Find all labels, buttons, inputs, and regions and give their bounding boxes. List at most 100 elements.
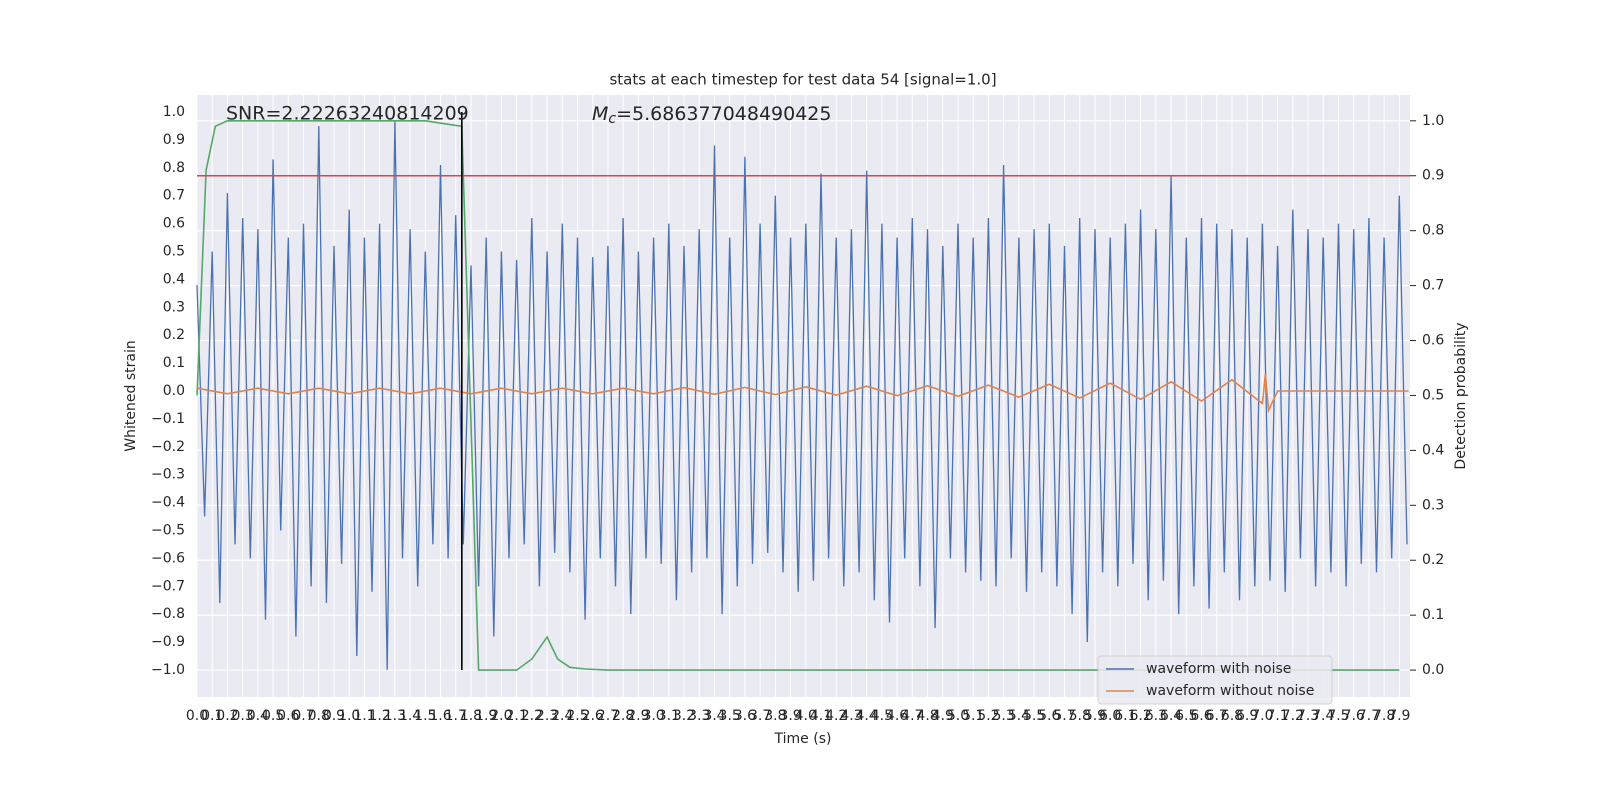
y2-tick-label: 0.4: [1422, 442, 1444, 458]
x-tick-label: 4.2: [825, 708, 847, 724]
x-tick-label: 5.2: [977, 708, 999, 724]
x-tick-label: 2.1: [505, 708, 527, 724]
x-tick-label: 4.7: [901, 708, 923, 724]
x-tick-label: 4.6: [886, 708, 908, 724]
x-tick-label: 3.6: [734, 708, 756, 724]
x-tick-label: 0.2: [216, 708, 238, 724]
x-tick-label: 0.4: [247, 708, 269, 724]
x-tick-label: 4.4: [856, 708, 878, 724]
x-tick-label: 3.9: [779, 708, 801, 724]
x-tick-label: 2.3: [536, 708, 558, 724]
x-tick-label: 2.8: [612, 708, 634, 724]
x-tick-label: 0.6: [277, 708, 299, 724]
y2-tick-label: 0.2: [1422, 552, 1444, 568]
x-tick-label: 3.8: [764, 708, 786, 724]
x-tick-label: 7.2: [1282, 708, 1304, 724]
x-tick-label: 0.5: [262, 708, 284, 724]
mc-annotation: Mc=5.686377048490425: [592, 103, 831, 128]
x-tick-label: 4.0: [795, 708, 817, 724]
x-tick-label: 6.0: [1099, 708, 1121, 724]
x-tick-label: 6.8: [1221, 708, 1243, 724]
x-tick-label: 3.0: [642, 708, 664, 724]
y-tick-label: −0.8: [151, 606, 185, 622]
x-tick-label: 5.4: [1008, 708, 1030, 724]
x-tick-label: 6.3: [1145, 708, 1167, 724]
x-tick-label: 5.3: [993, 708, 1015, 724]
x-tick-label: 3.2: [673, 708, 695, 724]
x-tick-label: 1.3: [384, 708, 406, 724]
series-line: [196, 374, 1409, 414]
y-tick-label: 0.7: [163, 188, 185, 204]
x-axis-label: Time (s): [774, 731, 832, 747]
y-axis-label: Whitened strain: [123, 340, 139, 451]
x-tick-label: 5.8: [1069, 708, 1091, 724]
x-tick-label: 1.4: [399, 708, 421, 724]
x-tick-label: 6.6: [1190, 708, 1212, 724]
x-tick-label: 5.7: [1053, 708, 1075, 724]
y-tick-label: −0.5: [151, 522, 185, 538]
y-tick-label: 0.9: [163, 132, 185, 148]
y-tick-label: 0.6: [163, 216, 185, 232]
y-tick-label: 0.2: [163, 327, 185, 343]
y-tick-label: −0.9: [151, 634, 185, 650]
y2-tick-label: 1.0: [1422, 113, 1444, 129]
y2-tick-label: 0.0: [1422, 662, 1444, 678]
x-tick-label: 0.1: [201, 708, 223, 724]
x-tick-label: 1.1: [353, 708, 375, 724]
x-tick-label: 2.4: [551, 708, 573, 724]
x-tick-label: 0.3: [232, 708, 254, 724]
y-tick-label: 0.5: [163, 243, 185, 259]
x-tick-label: 2.2: [521, 708, 543, 724]
y-tick-label: 0.4: [163, 271, 185, 287]
mc-symbol: M: [592, 103, 608, 125]
x-tick-label: 7.1: [1266, 708, 1288, 724]
y-tick-label: −0.6: [151, 550, 185, 566]
x-tick-label: 5.1: [962, 708, 984, 724]
y2-tick-label: 0.5: [1422, 387, 1444, 403]
x-tick-label: 7.3: [1297, 708, 1319, 724]
x-tick-label: 4.9: [932, 708, 954, 724]
x-tick-label: 7.9: [1388, 708, 1410, 724]
x-tick-label: 3.5: [719, 708, 741, 724]
y-tick-label: −0.7: [151, 578, 185, 594]
x-tick-label: 3.7: [749, 708, 771, 724]
x-tick-label: 7.4: [1312, 708, 1334, 724]
y-tick-label: −0.2: [151, 439, 185, 455]
y-tick-label: 0.8: [163, 160, 185, 176]
x-tick-label: 6.1: [1114, 708, 1136, 724]
x-tick-label: 0.9: [323, 708, 345, 724]
x-tick-label: 7.6: [1343, 708, 1365, 724]
y2-tick-label: 0.9: [1422, 168, 1444, 184]
x-tick-label: 6.4: [1160, 708, 1182, 724]
y2-axis-label: Detection probability: [1453, 322, 1469, 469]
legend-box: [1097, 655, 1333, 705]
y-tick-label: 0.0: [163, 383, 185, 399]
x-tick-label: 3.4: [703, 708, 725, 724]
x-tick-label: 4.1: [810, 708, 832, 724]
y2-tick-label: 0.1: [1422, 607, 1444, 623]
x-tick-label: 2.5: [566, 708, 588, 724]
y-tick-label: 0.3: [163, 299, 185, 315]
series-line: [196, 120, 1408, 670]
x-tick-label: 5.5: [1023, 708, 1045, 724]
x-tick-label: 6.2: [1129, 708, 1151, 724]
x-tick-label: 1.8: [460, 708, 482, 724]
x-tick-label: 5.9: [1084, 708, 1106, 724]
x-tick-label: 2.0: [490, 708, 512, 724]
x-tick-label: 1.5: [414, 708, 436, 724]
x-tick-label: 1.0: [338, 708, 360, 724]
y2-tick-label: 0.6: [1422, 333, 1444, 349]
x-tick-label: 4.5: [871, 708, 893, 724]
x-tick-label: 1.2: [369, 708, 391, 724]
x-tick-label: 0.0: [186, 708, 208, 724]
x-tick-label: 5.0: [947, 708, 969, 724]
snr-annotation: SNR=2.22263240814209: [226, 103, 469, 125]
chart-title: stats at each timestep for test data 54 …: [609, 71, 996, 89]
y-tick-label: 1.0: [163, 104, 185, 120]
x-tick-label: 0.7: [292, 708, 314, 724]
x-tick-label: 1.7: [445, 708, 467, 724]
x-tick-label: 2.7: [597, 708, 619, 724]
x-tick-label: 4.3: [840, 708, 862, 724]
x-tick-label: 6.7: [1206, 708, 1228, 724]
